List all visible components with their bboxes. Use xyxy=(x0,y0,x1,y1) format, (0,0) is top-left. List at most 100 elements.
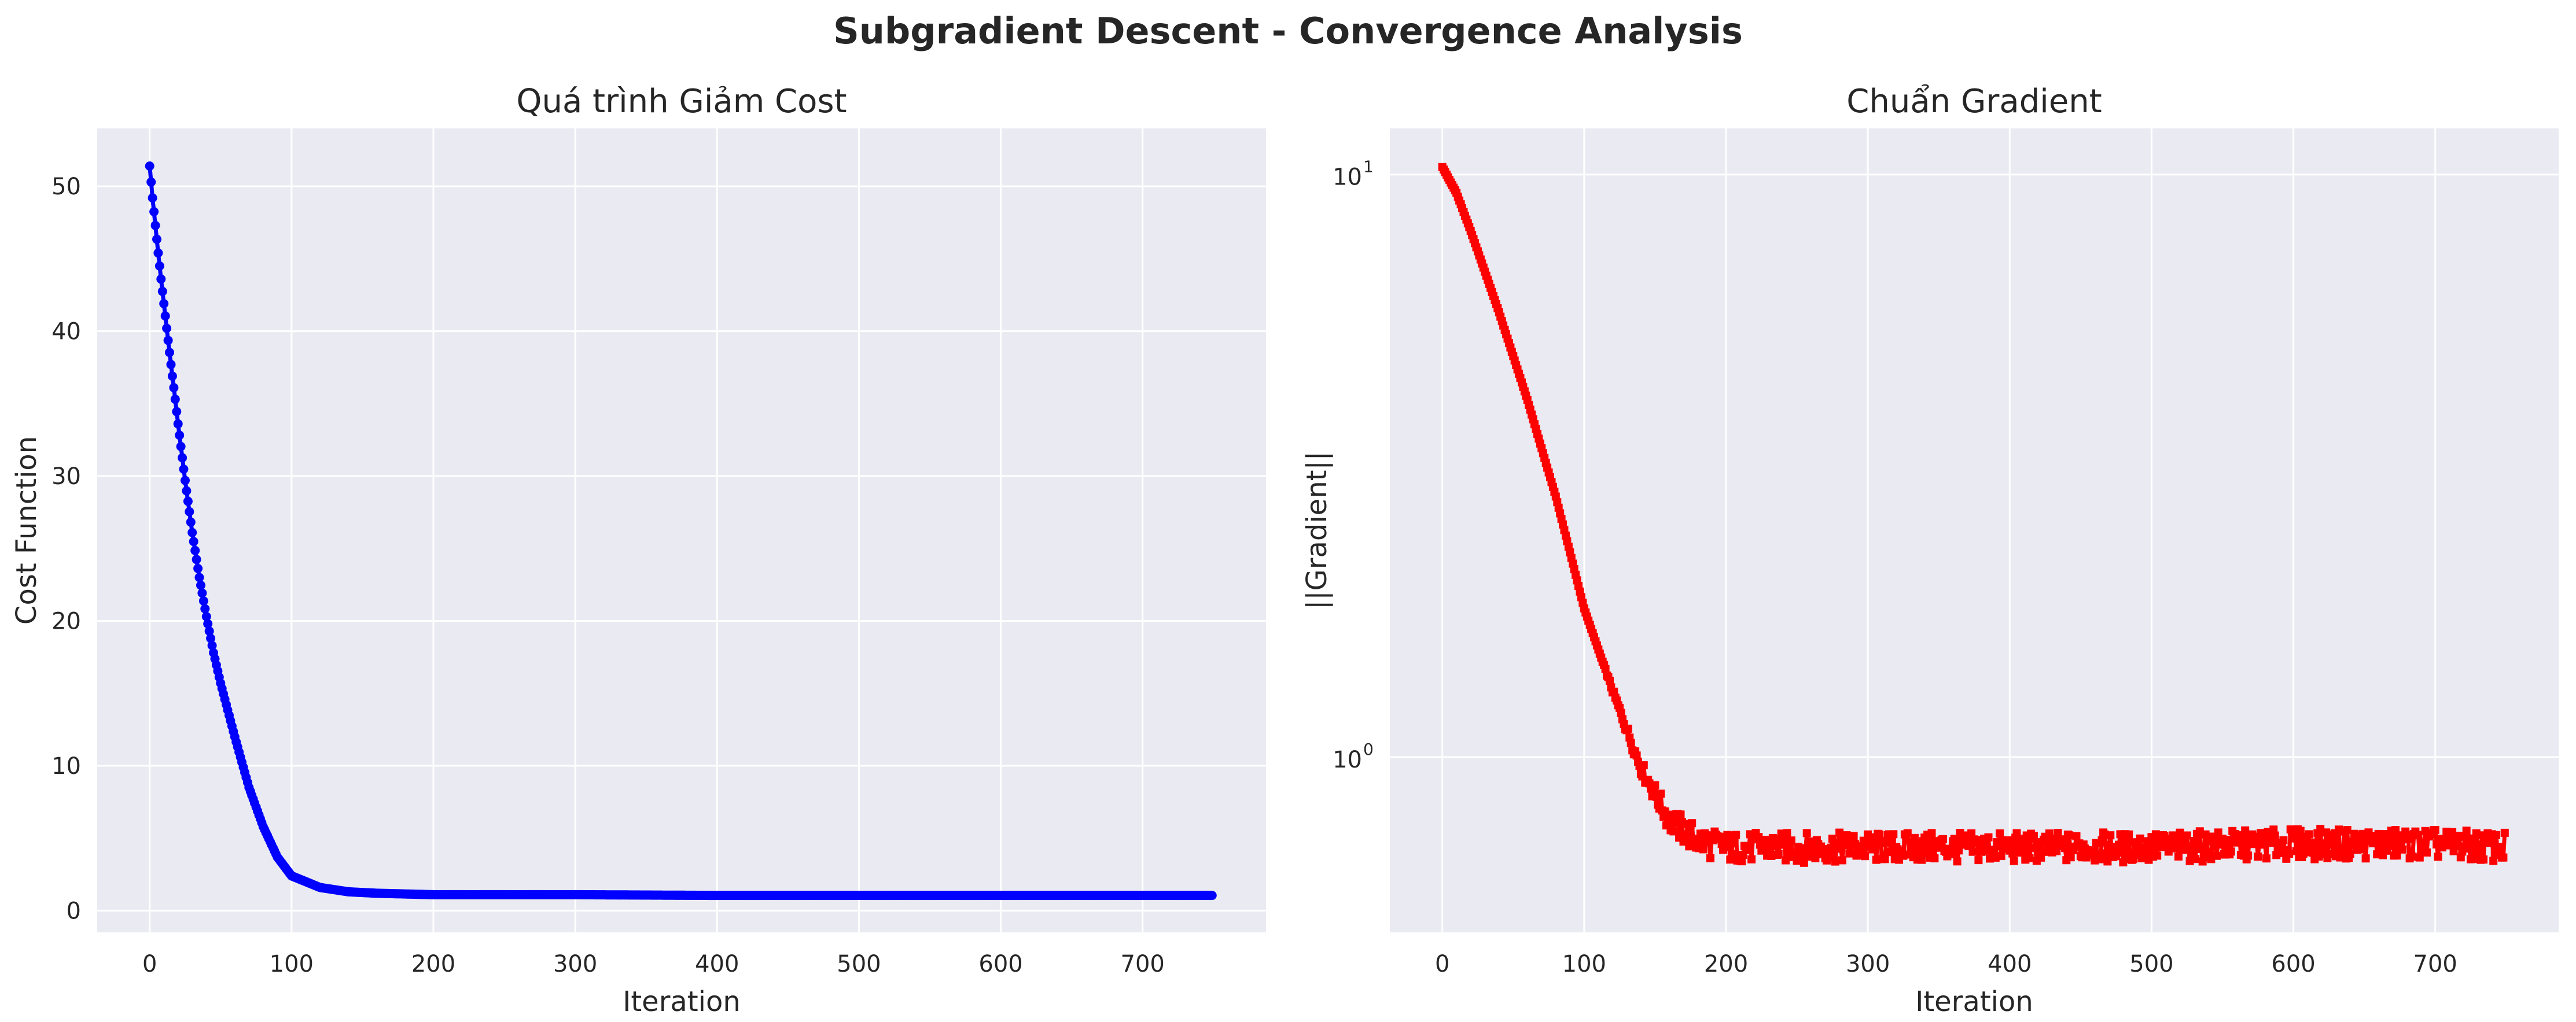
data-point xyxy=(2346,850,2354,858)
y-tick-exponent: 0 xyxy=(1363,740,1374,759)
data-point xyxy=(2227,847,2235,856)
data-point xyxy=(2500,828,2509,837)
data-point xyxy=(1787,836,1795,845)
x-tick-label: 600 xyxy=(978,951,1022,977)
data-point xyxy=(149,207,159,216)
data-point xyxy=(2386,842,2394,850)
data-point xyxy=(1706,854,1714,862)
data-point xyxy=(153,248,163,258)
data-point xyxy=(1997,852,2005,861)
data-point xyxy=(1601,665,1610,673)
data-point xyxy=(2431,826,2439,834)
data-point xyxy=(1974,856,1983,865)
x-tick-label: 200 xyxy=(1704,951,1748,977)
data-point xyxy=(189,537,198,547)
data-point xyxy=(1927,829,1936,837)
data-point xyxy=(2415,853,2424,862)
data-point xyxy=(1947,850,1956,858)
data-point xyxy=(145,161,154,171)
data-point xyxy=(192,555,201,565)
cost-series xyxy=(145,161,1217,901)
y-tick-label: 40 xyxy=(51,319,81,345)
data-point xyxy=(2191,855,2200,864)
data-point xyxy=(206,633,216,643)
data-point xyxy=(2089,847,2097,856)
data-point xyxy=(2174,852,2183,861)
data-point xyxy=(1875,830,1883,839)
data-point xyxy=(1716,832,1725,841)
data-point xyxy=(2262,854,2270,863)
data-point xyxy=(2025,854,2034,862)
data-point xyxy=(167,371,177,381)
cost-plot-area xyxy=(97,128,1266,932)
cost-y-axis-label: Cost Function xyxy=(10,436,43,625)
data-point xyxy=(194,573,204,582)
y-tick-label: 0 xyxy=(67,898,81,924)
y-tick-label: 10 xyxy=(51,753,81,780)
data-point xyxy=(1918,855,1926,864)
gradient-series xyxy=(1438,163,2509,867)
cost-y-ticks: 0 10 20 30 40 50 xyxy=(51,174,81,924)
data-point xyxy=(1889,830,1898,839)
x-tick-label: 300 xyxy=(1846,951,1890,977)
x-tick-label: 700 xyxy=(1121,951,1165,977)
data-point xyxy=(2414,831,2423,839)
data-point xyxy=(2054,829,2062,837)
y-tick-label: 30 xyxy=(51,463,81,490)
data-point xyxy=(187,527,197,537)
x-tick-label: 0 xyxy=(142,951,157,977)
data-point xyxy=(204,626,214,636)
data-point xyxy=(1831,857,1839,866)
data-point xyxy=(1669,827,1678,836)
data-point xyxy=(2343,826,2351,834)
data-point xyxy=(1774,850,1783,858)
data-point xyxy=(2492,831,2501,839)
data-point xyxy=(154,261,164,271)
x-tick-label: 400 xyxy=(1988,951,2032,977)
data-point xyxy=(1861,852,1870,861)
x-tick-label: 300 xyxy=(553,951,597,977)
data-point xyxy=(2136,834,2144,843)
data-point xyxy=(2285,850,2294,858)
figure-suptitle: Subgradient Descent - Convergence Analys… xyxy=(833,10,1743,52)
data-point xyxy=(1699,845,1707,854)
data-point xyxy=(207,641,217,651)
data-point xyxy=(196,580,205,590)
data-point xyxy=(2201,830,2210,839)
data-point xyxy=(1881,855,1889,864)
data-point xyxy=(1754,833,1763,842)
data-point xyxy=(1727,850,1736,858)
data-point xyxy=(2222,836,2231,844)
data-point xyxy=(2434,853,2442,861)
data-point xyxy=(176,442,186,451)
data-point xyxy=(2151,830,2160,839)
gradient-x-axis-label: Iteration xyxy=(1915,986,2033,1018)
data-point xyxy=(165,348,174,357)
data-point xyxy=(162,323,172,333)
data-point xyxy=(2423,848,2431,857)
data-point xyxy=(2125,830,2133,839)
data-point xyxy=(2170,843,2178,852)
data-point xyxy=(2010,857,2018,865)
cost-gridlines xyxy=(97,128,1266,932)
data-point xyxy=(2008,849,2017,858)
data-point xyxy=(1849,832,1858,840)
data-point xyxy=(1207,891,1217,901)
data-point xyxy=(179,464,189,474)
data-point xyxy=(2106,831,2115,840)
x-tick-label: 700 xyxy=(2413,951,2457,977)
data-point xyxy=(1722,843,1730,851)
data-point xyxy=(2462,827,2471,835)
data-point xyxy=(183,496,193,506)
x-tick-label: 100 xyxy=(270,951,314,977)
y-tick-label: 50 xyxy=(51,174,81,200)
data-point xyxy=(1730,839,1739,847)
data-point xyxy=(152,234,161,244)
gradient-subplot-title: Chuẩn Gradient xyxy=(1846,83,2102,120)
data-point xyxy=(2113,848,2122,857)
gradient-x-ticks: 0 100 200 300 400 500 600 700 xyxy=(1435,951,2457,977)
data-point xyxy=(2066,853,2075,862)
data-point xyxy=(2214,828,2222,837)
